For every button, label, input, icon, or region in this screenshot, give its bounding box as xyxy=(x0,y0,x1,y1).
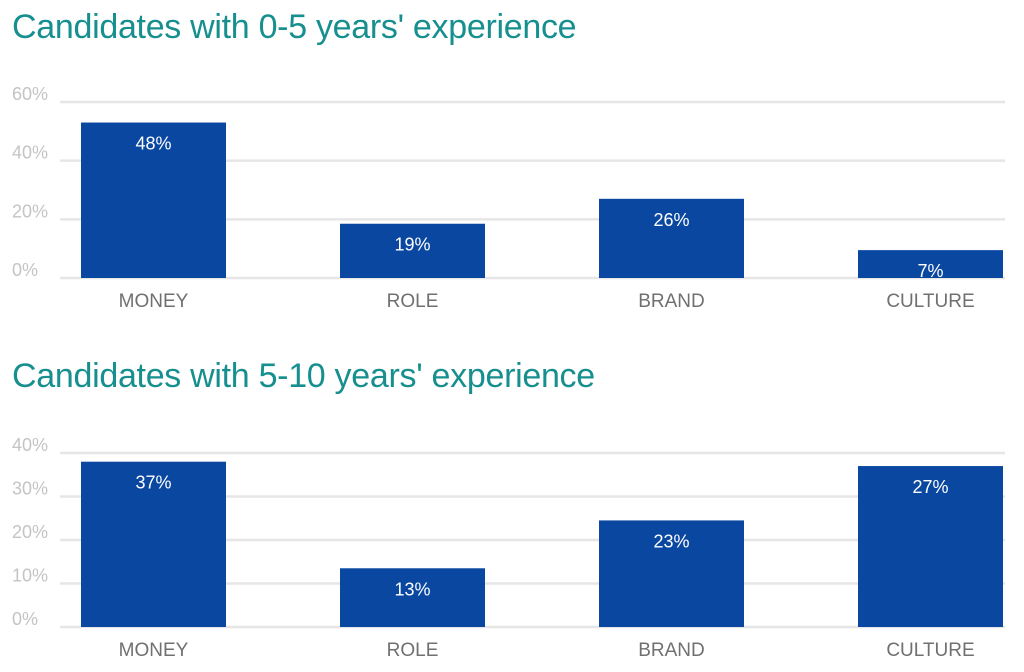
bar-data-label: 37% xyxy=(135,473,171,493)
y-tick-label: 0% xyxy=(12,609,38,629)
bar-data-label: 23% xyxy=(653,531,689,551)
bar xyxy=(340,568,485,627)
bar xyxy=(599,520,744,627)
chart-title: Candidates with 0-5 years' experience xyxy=(12,8,577,46)
bar xyxy=(858,250,1003,278)
bar-data-label: 26% xyxy=(653,210,689,230)
category-label: MONEY xyxy=(119,291,189,312)
y-tick-label: 20% xyxy=(12,201,48,221)
category-label: MONEY xyxy=(119,640,189,661)
bar xyxy=(599,198,744,278)
y-tick-label: 40% xyxy=(12,143,48,163)
bar xyxy=(81,461,226,627)
category-label: BRAND xyxy=(638,291,705,312)
bar-data-label: 27% xyxy=(912,477,948,497)
bar-data-label: 7% xyxy=(917,261,943,281)
bar xyxy=(858,466,1003,627)
bar xyxy=(340,223,485,278)
y-tick-label: 40% xyxy=(12,435,48,455)
bar-data-label: 13% xyxy=(394,579,430,599)
chart-title: Candidates with 5-10 years' experience xyxy=(12,357,595,395)
y-tick-label: 60% xyxy=(12,84,48,104)
bar xyxy=(81,122,226,279)
bar-data-label: 19% xyxy=(394,235,430,255)
bar-data-label: 48% xyxy=(135,134,171,154)
y-tick-label: 30% xyxy=(12,479,48,499)
y-tick-label: 0% xyxy=(12,260,38,280)
category-label: CULTURE xyxy=(886,291,974,312)
category-label: ROLE xyxy=(387,291,439,312)
bar-chart-5-10-years: 0% 10% 20% 30% 40% 37% MONEY 13% ROLE 23% BRAND 27%… xyxy=(12,435,1005,661)
category-label: BRAND xyxy=(638,640,705,661)
y-tick-label: 10% xyxy=(12,566,48,586)
y-tick-label: 20% xyxy=(12,522,48,542)
category-label: ROLE xyxy=(387,640,439,661)
category-label: CULTURE xyxy=(886,640,974,661)
bar-chart-0-5-years: 0% 20% 40% 60% 48% MONEY 19% ROLE 26% BRAND 7% CULT… xyxy=(12,84,1005,312)
